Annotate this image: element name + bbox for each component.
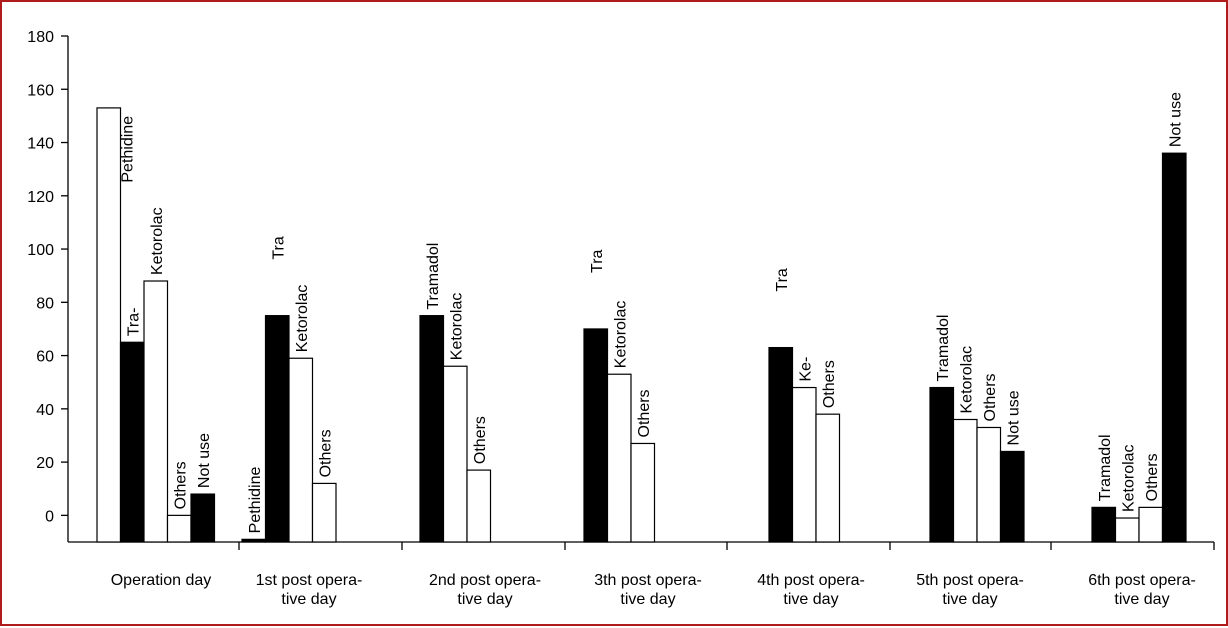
bar xyxy=(791,386,817,543)
bar-label: Tramadol xyxy=(1097,434,1114,501)
bar-label: Others xyxy=(982,373,999,421)
bar xyxy=(190,493,216,543)
category-label: 2nd post opera- xyxy=(429,572,541,589)
bar-label: Pethidine xyxy=(120,116,137,183)
bar xyxy=(466,469,492,543)
bar xyxy=(606,373,632,543)
y-tick-label: 60 xyxy=(36,349,54,366)
bar-label: Tramadol xyxy=(425,243,442,310)
category-label: tive day xyxy=(1114,591,1169,608)
bar xyxy=(929,386,955,543)
bar-label: Others xyxy=(636,389,653,437)
bar-label: Others xyxy=(172,461,189,509)
y-tick-label: 40 xyxy=(36,402,54,419)
y-tick-label: 80 xyxy=(36,295,54,312)
bar-label: Ketorolac xyxy=(149,207,166,275)
bar xyxy=(311,482,337,543)
bar-label: Tra xyxy=(589,249,606,273)
bar xyxy=(815,413,841,543)
category-label: tive day xyxy=(942,591,997,608)
category-label: Operation day xyxy=(111,572,212,589)
bar xyxy=(976,426,1002,543)
y-tick-label: 0 xyxy=(45,508,54,525)
y-tick-label: 180 xyxy=(27,29,54,46)
bar-label: Not use xyxy=(1167,92,1184,147)
bar xyxy=(999,450,1025,543)
y-tick-label: 160 xyxy=(27,82,54,99)
bar-label: Tra- xyxy=(125,308,142,337)
bar xyxy=(1091,506,1117,543)
bar-label: Others xyxy=(472,416,489,464)
bar xyxy=(96,107,122,543)
bar xyxy=(288,357,314,543)
y-tick-label: 20 xyxy=(36,455,54,472)
category-label: 4th post opera- xyxy=(757,572,865,589)
bar-label: Tra xyxy=(270,236,287,260)
bar-label: Ketorolac xyxy=(1120,444,1137,512)
bar-label: Ketorolac xyxy=(958,346,975,414)
bar-label: Others xyxy=(317,429,334,477)
bar-label: Not use xyxy=(196,433,213,488)
bar xyxy=(1161,152,1187,543)
category-label: tive day xyxy=(457,591,512,608)
category-label: 1st post opera- xyxy=(256,572,363,589)
y-tick-label: 140 xyxy=(27,136,54,153)
bar xyxy=(166,514,192,543)
bar-label: Tramadol xyxy=(935,315,952,382)
bar-label: Not use xyxy=(1005,390,1022,445)
bar-label: Ketorolac xyxy=(448,293,465,361)
y-tick-label: 100 xyxy=(27,242,54,259)
bar xyxy=(143,280,169,543)
bar-label: Tra xyxy=(774,268,791,292)
bar-label: Ke- xyxy=(797,357,814,382)
category-label: tive day xyxy=(620,591,675,608)
bar xyxy=(241,538,267,543)
bar-label: Ketorolac xyxy=(294,285,311,353)
bar xyxy=(1138,506,1164,543)
bar xyxy=(768,346,794,543)
bar xyxy=(952,418,978,543)
bar xyxy=(264,315,290,543)
bar xyxy=(583,328,609,543)
category-label: 6th post opera- xyxy=(1088,572,1196,589)
bar-label: Ketorolac xyxy=(612,301,629,369)
bar-label: Others xyxy=(821,360,838,408)
y-tick-label: 120 xyxy=(27,189,54,206)
bar-label: Others xyxy=(1144,453,1161,501)
bar-label: Pethidine xyxy=(247,467,264,534)
category-label: tive day xyxy=(281,591,336,608)
bar xyxy=(442,365,468,543)
bar xyxy=(419,315,445,543)
category-label: 5th post opera- xyxy=(916,572,1024,589)
bar xyxy=(119,341,145,543)
bar xyxy=(630,442,656,543)
category-label: 3th post opera- xyxy=(594,572,702,589)
category-label: tive day xyxy=(783,591,838,608)
bar xyxy=(1114,517,1140,543)
